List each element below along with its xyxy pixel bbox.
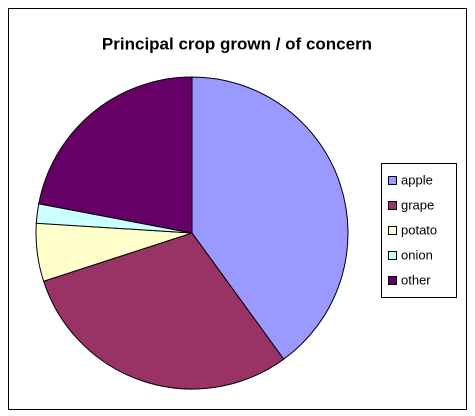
legend-swatch xyxy=(388,276,397,285)
legend-swatch xyxy=(388,201,397,210)
legend-swatch xyxy=(388,176,397,185)
legend-swatch xyxy=(388,226,397,235)
legend-label: potato xyxy=(401,222,437,237)
pie-slice xyxy=(38,76,193,234)
legend-swatch xyxy=(388,251,397,260)
legend-label: grape xyxy=(401,197,434,212)
legend-label: other xyxy=(401,272,431,287)
chart-title: Principal crop grown / of concern xyxy=(102,34,372,53)
pie-slice xyxy=(43,232,285,390)
legend-label: onion xyxy=(401,247,433,262)
pie-slice xyxy=(191,76,349,360)
legend-label: apple xyxy=(401,172,433,187)
